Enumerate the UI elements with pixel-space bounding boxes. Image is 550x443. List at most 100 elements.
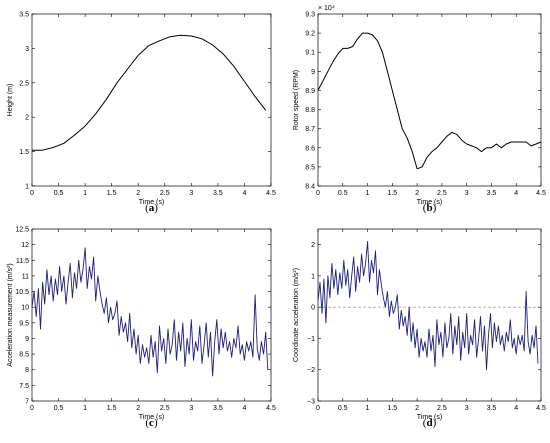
x-tick-label: 4.5 [536, 405, 546, 412]
y-tick-label: −2 [307, 367, 315, 374]
x-tick-label: 0 [316, 405, 320, 412]
x-tick-label: 4.5 [266, 190, 276, 197]
x-tick-label: 1 [83, 190, 87, 197]
x-axis-label: Time (s) [417, 414, 442, 421]
x-tick-label: 1.5 [387, 405, 397, 412]
y-tick-label: 1 [25, 184, 29, 191]
panel-caption: (d) [423, 417, 437, 429]
y-axis-label: Coordinate acceleration (m/s²) [293, 268, 300, 362]
x-tick-label: 0.5 [338, 405, 348, 412]
series-line-a-0 [32, 34, 267, 151]
y-tick-label: 8.7 [305, 126, 315, 133]
panel-caption: (b) [423, 202, 437, 214]
x-tick-label: 1 [83, 405, 87, 412]
y-axis-label: Acceleration measurement (m/s²) [7, 263, 14, 366]
x-tick-label: 3 [465, 405, 469, 412]
x-axis-label: Time (s) [139, 414, 164, 421]
y-tick-label: 7.5 [19, 383, 29, 390]
y-tick-label: 0 [311, 305, 315, 312]
x-tick-label: 2 [136, 405, 140, 412]
axes-frame [31, 13, 272, 187]
y-tick-label: 1.5 [19, 149, 29, 156]
panel-c: 0 0.5 1 1.5 2 2.5 3 3.5 4 4.577.588.599.51010.511… [7, 227, 276, 430]
x-tick-label: 3.5 [487, 190, 497, 197]
x-tick-label: 4 [514, 405, 518, 412]
x-tick-label: 2.5 [437, 405, 447, 412]
panel-caption: (a) [145, 202, 158, 214]
y-tick-label: 8 [25, 367, 29, 374]
y-exponent-label: × 10⁴ [318, 5, 335, 12]
series-line-d-0 [317, 241, 539, 371]
x-tick-label: 3.5 [487, 405, 497, 412]
axes-frame [317, 13, 542, 187]
x-tick-label: 0 [30, 405, 34, 412]
y-tick-label: 9.5 [19, 320, 29, 327]
y-tick-label: 11 [22, 273, 29, 280]
y-tick-label: 8.9 [305, 88, 315, 95]
x-tick-label: 3 [189, 190, 193, 197]
y-tick-label: 2.5 [19, 80, 29, 87]
y-tick-label: −3 [307, 399, 315, 406]
y-tick-label: 8.4 [305, 184, 315, 191]
y-tick-label: −1 [307, 336, 315, 343]
x-tick-label: 2 [415, 405, 419, 412]
y-tick-label: 9 [311, 69, 315, 76]
x-tick-label: 0 [30, 190, 34, 197]
y-tick-label: 8.8 [305, 107, 315, 114]
x-axis-label: Time (s) [139, 199, 164, 206]
y-tick-label: 2 [311, 242, 315, 249]
x-tick-label: 3.5 [213, 190, 223, 197]
x-tick-label: 4 [242, 405, 246, 412]
x-tick-label: 0.5 [54, 190, 64, 197]
y-tick-label: 10 [21, 305, 29, 312]
y-tick-label: 7 [25, 399, 29, 406]
series-line-b-0 [317, 32, 542, 170]
y-axis-label: Rotor speed (RPM) [293, 70, 300, 130]
panel-caption-letter: b [426, 202, 432, 214]
y-tick-label: 9.3 [305, 12, 315, 19]
x-tick-label: 3.5 [213, 405, 223, 412]
x-tick-label: 1.5 [107, 190, 117, 197]
x-tick-label: 2 [415, 190, 419, 197]
panel-d: 0 0.5 1 1.5 2 2.5 3 3.5 4 4.5 −3 −2 −1 0 1 2 Time (s) Coo… [293, 228, 546, 429]
x-tick-label: 0.5 [338, 190, 348, 197]
x-tick-label: 1.5 [107, 405, 117, 412]
x-tick-label: 4.5 [266, 405, 276, 412]
panel-caption: (c) [145, 417, 158, 429]
y-tick-label: 11.5 [16, 258, 29, 265]
y-tick-label: 12 [21, 242, 29, 249]
x-tick-label: 4.5 [536, 190, 546, 197]
y-tick-label: 3.5 [19, 12, 29, 19]
y-tick-label: 12.5 [15, 227, 29, 234]
x-tick-label: 3 [189, 405, 193, 412]
y-tick-label: 9.2 [305, 31, 315, 38]
panel-caption-letter: d [426, 417, 432, 429]
x-tick-label: 1 [366, 190, 370, 197]
panel-caption-letter: c [149, 417, 154, 429]
y-tick-label: 9 [25, 336, 29, 343]
y-tick-label: 1 [311, 273, 315, 280]
x-tick-label: 4 [514, 190, 518, 197]
panel-a: 0 0.5 1 1.5 2 2.5 3 3.5 4 4.5 1 1.5 2 2.5 3 3.5 Time (s)… [7, 12, 276, 215]
y-tick-label: 10.5 [15, 289, 29, 296]
x-tick-label: 3 [465, 190, 469, 197]
x-tick-label: 1 [366, 405, 370, 412]
axes-frame [31, 228, 272, 402]
panel-caption-letter: a [149, 202, 155, 214]
x-tick-label: 2 [136, 190, 140, 197]
x-tick-label: 1.5 [387, 190, 397, 197]
y-tick-label: 3 [25, 46, 29, 53]
y-tick-label: 8.6 [305, 145, 315, 152]
y-tick-label: 8.5 [305, 164, 315, 171]
y-tick-label: 9.1 [305, 50, 315, 57]
x-tick-label: 4 [242, 190, 246, 197]
axes-frame [317, 228, 542, 402]
y-tick-label: 8.5 [19, 352, 29, 359]
x-tick-label: 0 [316, 190, 320, 197]
series-line-c-0 [31, 247, 269, 377]
x-tick-label: 0.5 [54, 405, 64, 412]
x-tick-label: 2.5 [160, 190, 170, 197]
y-axis-label: Height (m) [7, 84, 14, 117]
